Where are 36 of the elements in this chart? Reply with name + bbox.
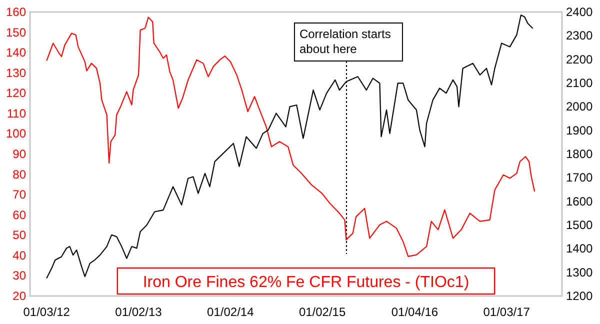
y2-tick-label: 2400 [566,5,594,19]
y2-tick-label: 1800 [566,147,594,161]
y2-tick-label: 1600 [566,194,594,208]
y-tick-label: 60 [12,208,26,222]
y2-tick-label: 2000 [566,100,594,114]
x-tick-label: 01/03/12 [23,305,70,319]
y-tick-label: 130 [6,66,26,80]
y-tick-label: 70 [12,188,26,202]
text: Iron Ore Fines 62% Fe CFR Futures - (TIOc1) [142,274,470,291]
y-tick-label: 50 [12,228,26,242]
y2-tick-label: 2300 [566,28,594,43]
y2-tick-label: 2200 [566,52,594,66]
y-tick-label: 80 [12,167,26,182]
y2-tick-label: 1900 [566,123,594,138]
y2-tick-label: 2100 [566,76,594,90]
y-tick-label: 30 [12,268,26,283]
y2-tick-label: 1400 [566,242,594,256]
x-tick-label: 01/02/13 [115,305,162,319]
y-tick-label: 160 [6,5,26,19]
ref-line-label: Correlation starts about here [299,27,391,56]
y-tick-label: 40 [12,248,26,262]
x-tick-label: 01/04/16 [391,305,438,319]
y-tick-label: 140 [6,46,26,60]
y-tick-label: 120 [6,86,26,100]
y-tick-label: 100 [6,126,26,141]
y-tick-label: 90 [12,147,26,161]
x-tick-label: 01/03/17 [483,305,530,319]
y-tick-label: 150 [6,25,26,40]
y2-tick-label: 1500 [566,218,594,232]
y-tick-label: 20 [12,289,26,303]
y2-tick-label: 1200 [566,289,594,303]
y-tick-label: 110 [6,106,26,120]
x-tick-label: 01/02/14 [207,305,254,319]
y2-tick-label: 1700 [566,170,594,185]
x-tick-label: 01/02/15 [298,305,346,319]
y2-tick-label: 1300 [566,265,594,280]
